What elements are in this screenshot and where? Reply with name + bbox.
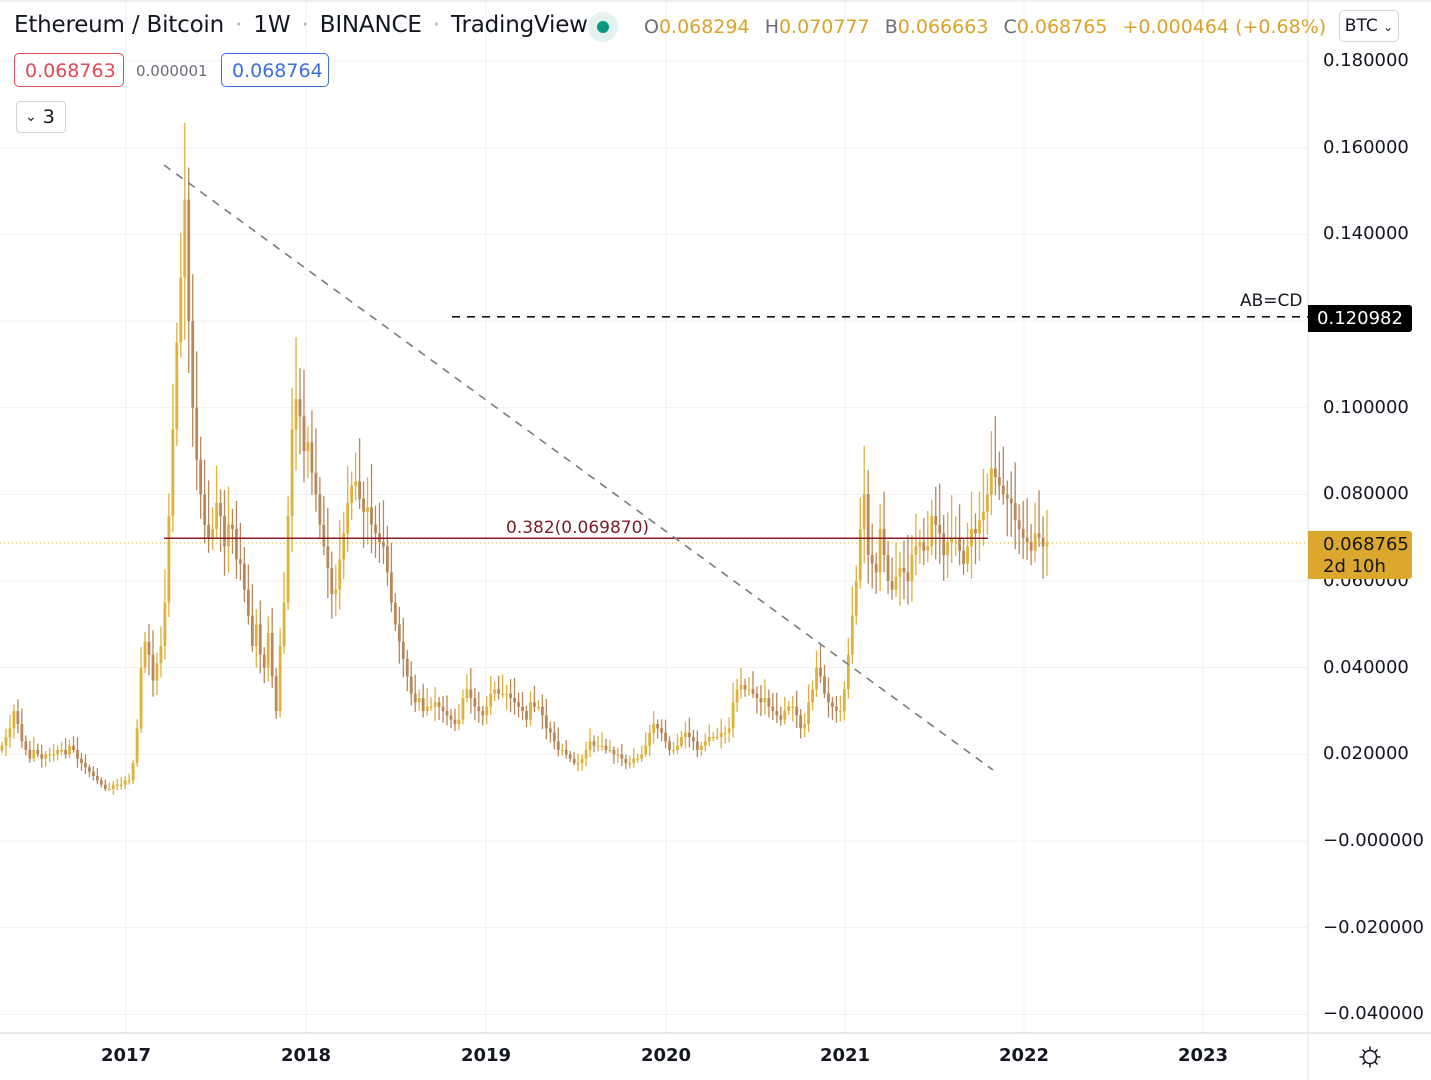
change-value: +0.000464 (+0.68%) <box>1122 16 1327 38</box>
price-axis-label: 0.040000 <box>1323 656 1409 678</box>
price-axis-label: 0.180000 <box>1323 50 1409 72</box>
price-axis-label: 0.080000 <box>1323 483 1409 505</box>
grid-lines <box>0 0 1308 1033</box>
high-value: 0.070777 <box>778 16 870 38</box>
currency-label: BTC <box>1344 16 1378 36</box>
fib-level-label: 0.382(0.069870) <box>506 518 650 538</box>
indicators-toggle-button[interactable]: ⌄ 3 <box>16 101 66 133</box>
abcd-price-label: 0.120982 <box>1308 305 1412 332</box>
candlestick-series[interactable] <box>0 122 1049 795</box>
price-axis-label: 0.100000 <box>1323 396 1409 418</box>
buy-button[interactable]: 0.068764 <box>221 53 329 87</box>
open-value: 0.068294 <box>658 16 750 38</box>
market-status-indicator[interactable] <box>588 12 618 42</box>
settings-gear-icon[interactable] <box>1358 1045 1382 1069</box>
time-axis-label: 2019 <box>460 1045 512 1066</box>
open-key: O <box>644 16 659 38</box>
low-key: B <box>884 16 898 38</box>
symbol-name: Ethereum / Bitcoin <box>14 12 225 38</box>
chevron-down-icon: ⌄ <box>1383 20 1394 34</box>
interval: 1W <box>253 12 291 38</box>
time-axis-label: 2021 <box>819 1045 871 1066</box>
high-key: H <box>764 16 779 38</box>
time-axis-label: 2022 <box>998 1045 1050 1066</box>
trendline[interactable] <box>163 164 994 771</box>
spread-value: 0.000001 <box>136 62 208 80</box>
time-axis-label: 2018 <box>280 1045 332 1066</box>
separator: · <box>301 12 309 38</box>
price-axis-label: −0.000000 <box>1323 830 1424 851</box>
ohlc-values: O0.068294 H0.070777 B0.066663 C0.068765 … <box>644 16 1335 38</box>
price-axis-label: −0.020000 <box>1323 916 1424 938</box>
data-source: TradingView <box>451 12 588 38</box>
chevron-down-icon: ⌄ <box>25 109 37 125</box>
symbol-title[interactable]: Ethereum / Bitcoin · 1W · BINANCE · Trad… <box>14 12 588 38</box>
time-axis-label: 2023 <box>1177 1045 1229 1066</box>
last-price-value: 0.068765 <box>1323 534 1409 555</box>
close-value: 0.068765 <box>1016 16 1108 38</box>
close-key: C <box>1003 16 1017 38</box>
time-axis-label: 2017 <box>100 1045 152 1066</box>
time-axis-label: 2020 <box>640 1045 692 1066</box>
separator: · <box>235 12 243 38</box>
sell-button[interactable]: 0.068763 <box>14 53 124 87</box>
market-open-dot-icon <box>597 21 609 33</box>
price-axis-label: 0.160000 <box>1323 136 1409 158</box>
price-axis-label: 0.140000 <box>1323 223 1409 245</box>
price-axis-label: 0.020000 <box>1323 743 1409 765</box>
last-price-label: 0.068765 2d 10h <box>1308 531 1412 579</box>
price-axis-label: −0.040000 <box>1323 1003 1424 1025</box>
low-value: 0.066663 <box>897 16 989 38</box>
abcd-label: AB=CD <box>1240 291 1303 311</box>
indicator-count: 3 <box>42 106 55 128</box>
separator: · <box>432 12 440 38</box>
currency-select-button[interactable]: BTC ⌄ <box>1339 10 1399 42</box>
bar-countdown: 2d 10h <box>1323 556 1386 577</box>
exchange: BINANCE <box>319 12 422 38</box>
